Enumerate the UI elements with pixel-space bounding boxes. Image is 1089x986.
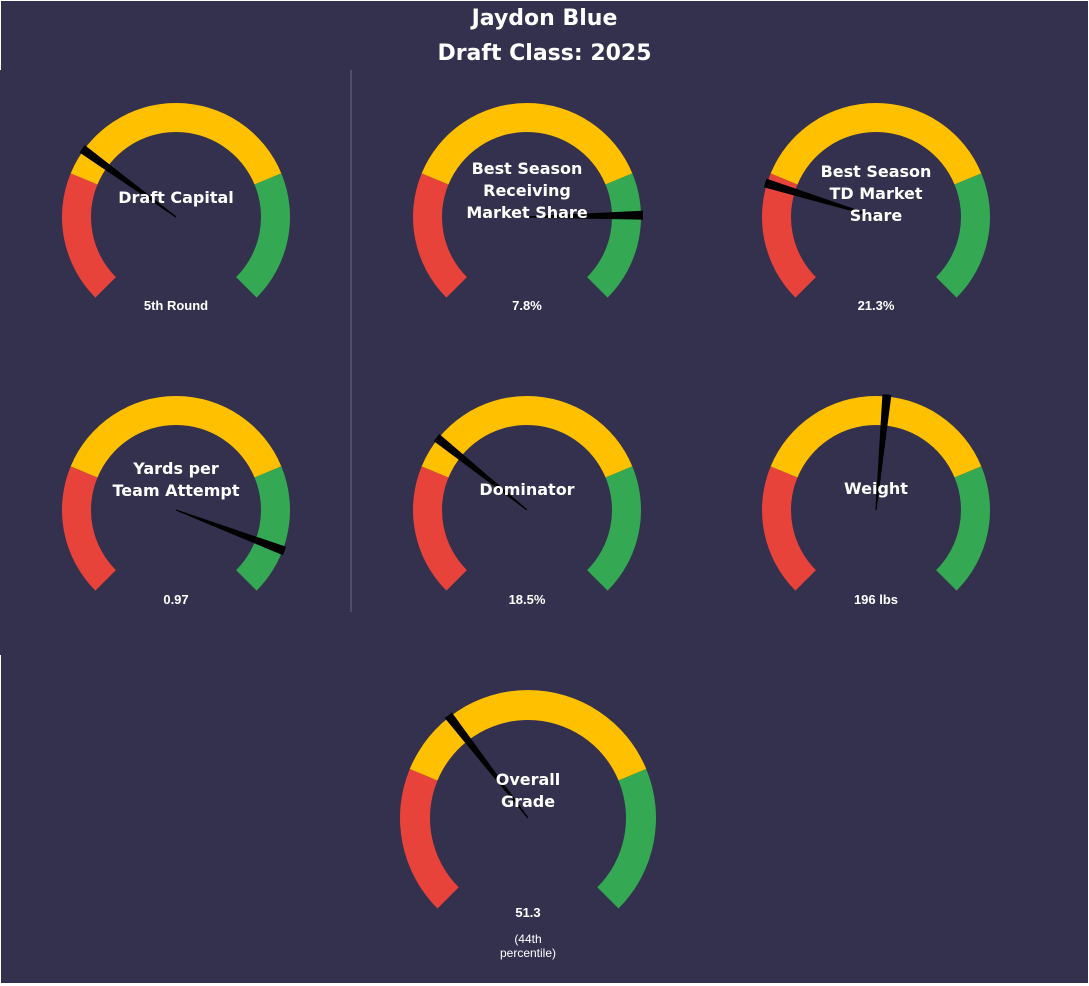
- weight-gauge: [762, 394, 991, 591]
- td-market-share-gauge: [762, 102, 990, 298]
- overall-grade-band-low: [400, 769, 459, 909]
- dominator-band-mid: [421, 395, 633, 478]
- dominator-band-high: [587, 466, 642, 591]
- weight-band-mid: [770, 395, 982, 478]
- receiving-market-share-band-high: [587, 173, 642, 298]
- receiving-market-share-needle: [526, 210, 644, 220]
- yards-per-team-attempt-value: 0.97: [163, 592, 189, 607]
- receiving-market-share-band-mid: [421, 103, 633, 185]
- td-market-share-band-high: [936, 173, 990, 298]
- draft-capital-band-high: [236, 173, 290, 298]
- overall-grade-gauge: [400, 690, 656, 909]
- overall-grade-note: (44th percentile): [499, 932, 557, 960]
- overall-grade-band-high: [597, 769, 656, 909]
- draft-capital-gauge: [62, 103, 290, 298]
- td-market-share-band-low: [762, 173, 816, 298]
- dominator-band-low: [413, 466, 467, 591]
- draft-capital-needle: [79, 145, 177, 218]
- dominator-value: 18.5%: [508, 592, 546, 607]
- weight-value: 196 lbs: [853, 592, 899, 607]
- weight-band-high: [936, 466, 991, 591]
- td-market-share-band-mid: [770, 102, 982, 185]
- receiving-market-share-gauge: [413, 103, 644, 298]
- td-market-share-needle: [763, 178, 877, 218]
- draft-class: Draft Class: 2025: [437, 41, 652, 66]
- yards-per-team-attempt-band-low: [61, 466, 116, 591]
- draft-capital-band-mid: [70, 103, 282, 185]
- dominator-needle: [433, 433, 528, 511]
- overall-grade-band-mid: [409, 690, 647, 781]
- weight-needle: [875, 394, 892, 511]
- receiving-market-share-band-low: [413, 173, 467, 298]
- player-name: Jaydon Blue: [471, 6, 618, 31]
- overall-grade-value: 51.3: [515, 905, 541, 920]
- draft-capital-value: 5th Round: [143, 298, 209, 313]
- yards-per-team-attempt-needle: [175, 509, 287, 556]
- receiving-market-share-value: 7.8%: [512, 298, 542, 313]
- dominator-gauge: [413, 395, 642, 591]
- draft-capital-band-low: [62, 173, 116, 298]
- td-market-share-value: 21.3%: [857, 298, 895, 313]
- yards-per-team-attempt-gauge: [61, 395, 290, 591]
- yards-per-team-attempt-band-high: [236, 466, 290, 591]
- yards-per-team-attempt-band-mid: [70, 395, 282, 478]
- overall-grade-needle: [444, 712, 529, 819]
- weight-band-low: [762, 466, 816, 591]
